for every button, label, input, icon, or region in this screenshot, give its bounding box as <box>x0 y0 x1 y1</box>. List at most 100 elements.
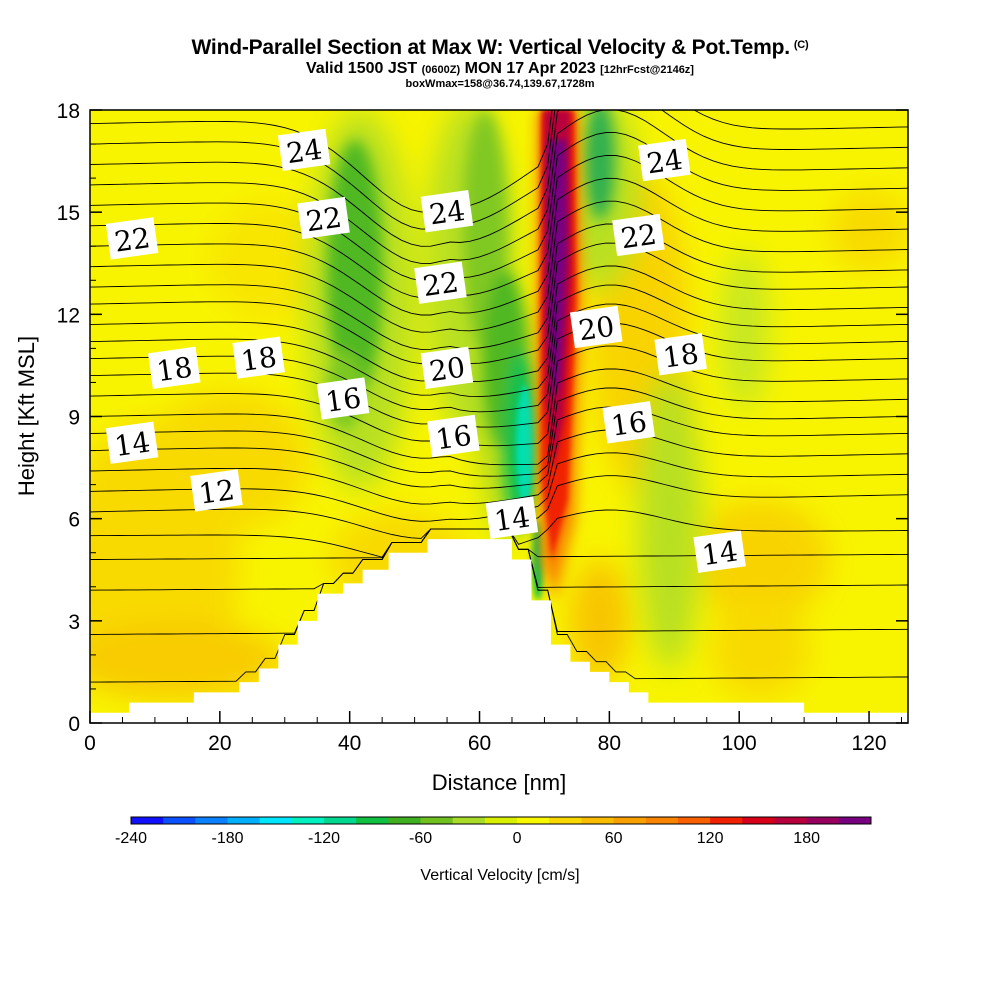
isentrope-label-box <box>693 530 746 573</box>
isentrope-line <box>90 223 908 350</box>
x-tick-label: 20 <box>208 732 231 755</box>
vertical-velocity-field <box>90 110 908 723</box>
isentrope-label-box <box>105 421 159 464</box>
isentrope-label: 22 <box>612 213 665 257</box>
isentrope-line <box>90 387 908 477</box>
isentrope-label-box <box>316 377 370 420</box>
isentrope-label: 22 <box>297 196 350 240</box>
x-axis-title: Distance [nm] <box>432 770 567 795</box>
colorbar-swatch <box>324 817 357 824</box>
colorbar-tick-label: -240 <box>115 830 147 847</box>
isentrope-label-box <box>485 496 539 539</box>
colorbar-swatch <box>259 817 293 824</box>
y-axis: 0 3 6 9 12 15 18 <box>57 100 908 736</box>
colorbar-swatch <box>195 817 228 824</box>
colorbar-swatch <box>742 817 775 824</box>
isentrope-label: 18 <box>654 333 707 376</box>
isentrope-label: 16 <box>316 377 370 420</box>
isentrope-label-box <box>297 196 350 240</box>
chart-title: Wind-Parallel Section at Max W: Vertical… <box>0 36 1000 60</box>
colorbar-tick-label: 0 <box>513 830 522 847</box>
x-tick-label: 40 <box>338 732 361 755</box>
chart-title-text: Wind-Parallel Section at Max W: Vertical… <box>191 36 791 59</box>
isentrope-line <box>90 284 908 398</box>
isentrope-label: 16 <box>427 414 480 458</box>
isentrope-label-text: 14 <box>700 534 740 572</box>
isentrope-label-box <box>569 305 623 349</box>
isentrope-line <box>90 110 553 213</box>
isentrope-line <box>90 110 908 247</box>
isentrope-label-box <box>147 346 201 389</box>
colorbar-swatch <box>517 817 550 824</box>
isentrope-label-text: 22 <box>304 201 344 239</box>
isentrope-line <box>90 303 908 413</box>
y-tick-label: 9 <box>68 407 80 430</box>
isentrope-label-text: 16 <box>434 419 474 457</box>
x-tick-label: 80 <box>598 732 621 755</box>
valid-time-line: Valid 1500 JST (0600Z) MON 17 Apr 2023 [… <box>0 60 1000 78</box>
isentrope-label: 14 <box>105 421 159 464</box>
isentrope-label-text: 24 <box>645 143 685 181</box>
colorbar-tick-label: 60 <box>605 830 623 847</box>
colorbar-swatch <box>484 817 518 824</box>
isentrope-label-box <box>420 190 474 233</box>
copyright-mark: (C) <box>793 39 809 51</box>
isentrope-label-text: 20 <box>427 350 467 388</box>
isentrope-label-box <box>105 217 159 260</box>
isentrope-label: 22 <box>105 217 159 260</box>
x-axis: 0 20 40 60 80 100 120 <box>84 711 903 755</box>
isentrope-line <box>90 110 908 264</box>
isentrope-line <box>90 322 908 428</box>
isentrope-label-text: 18 <box>239 340 279 378</box>
isentrope-label: 24 <box>420 190 474 233</box>
isentrope-label-text: 16 <box>609 405 649 443</box>
isentrope-line <box>90 368 908 466</box>
isentrope-label-text: 14 <box>492 500 532 538</box>
colorbar-tick-label: 180 <box>793 830 820 847</box>
isentrope-line <box>90 429 908 505</box>
isentrope-label-text: 18 <box>155 350 195 388</box>
colorbar-swatch <box>388 817 421 824</box>
isentrope-label: 12 <box>190 469 243 512</box>
isentrope-line <box>90 177 908 316</box>
colorbar-swatch <box>613 817 647 824</box>
isentrope-label-text: 22 <box>421 265 461 303</box>
isentrope-label: 20 <box>569 305 623 349</box>
y-tick-label: 3 <box>68 611 80 634</box>
x-tick-label: 0 <box>84 732 96 755</box>
y-axis-title: Height [Kft MSL] <box>14 336 39 496</box>
isentrope-label-text: 22 <box>112 221 152 259</box>
isentrope-line <box>90 265 908 382</box>
x-tick-label: 100 <box>722 732 757 755</box>
isentrope-label-box <box>638 138 691 182</box>
colorbar-tick-label: -60 <box>409 830 432 847</box>
isentrope-label-text: 22 <box>619 218 659 256</box>
colorbar-title: Vertical Velocity [cm/s] <box>420 867 579 884</box>
colorbar-swatch <box>163 817 196 824</box>
colorbar-swatch <box>677 817 711 824</box>
y-tick-label: 12 <box>57 304 80 327</box>
isentrope-label: 14 <box>693 530 746 573</box>
isentrope-label-box <box>277 128 331 172</box>
y-tick-label: 18 <box>57 100 80 123</box>
isentrope-label: 14 <box>485 496 539 539</box>
colorbar-swatch <box>420 817 454 824</box>
colorbar-tick-label: -180 <box>212 830 244 847</box>
x-tick-label: 60 <box>468 732 491 755</box>
isentrope-label-box <box>602 401 655 444</box>
isentrope-labels: 24 22 22 24 22 24 22 20 18 18 20 18 16 16 16 14 12 14 14 <box>105 128 746 573</box>
isentrope-line <box>90 406 908 489</box>
colorbar-swatch <box>452 817 486 824</box>
colorbar-swatch <box>581 817 615 824</box>
isentrope-label: 18 <box>232 336 285 379</box>
isentrope-line <box>90 200 908 333</box>
isentrope-label: 20 <box>420 346 474 389</box>
y-tick-label: 0 <box>68 713 80 736</box>
isentrope-line <box>90 132 908 282</box>
isentrope-label: 22 <box>414 261 467 304</box>
box-wmax-info: boxWmax=158@36.74,139.67,1728m <box>405 78 595 90</box>
isentrope-label-box <box>654 333 707 376</box>
isentrope-label-box <box>414 261 467 304</box>
terrain <box>90 539 908 723</box>
colorbar-swatch <box>356 817 389 824</box>
